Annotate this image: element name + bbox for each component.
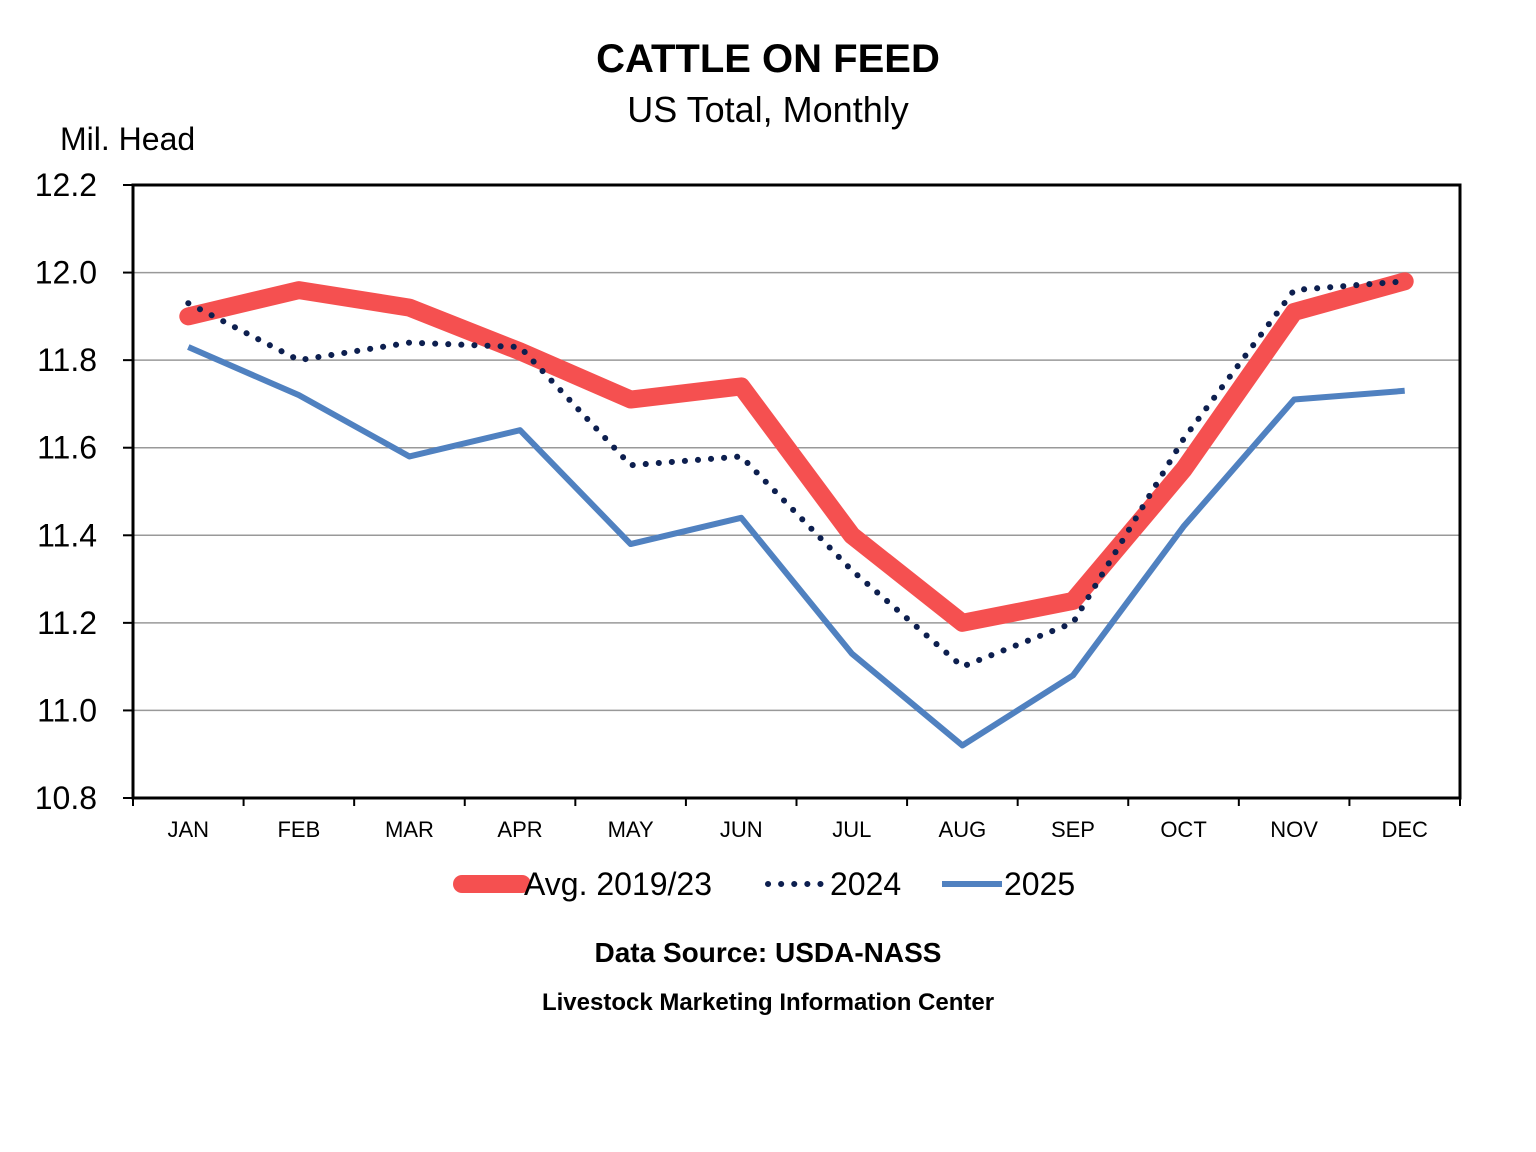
x-tick-label: JAN: [168, 817, 210, 842]
y-ticks: 10.8 11.0 11.2 11.4 11.6 11.8 12.0 12.2: [35, 167, 133, 816]
series-line-avg-2019-23: [179, 272, 1414, 632]
x-ticks: JAN FEB MAR APR MAY JUN JUL AUG SEP OCT NOV DEC: [132, 798, 1461, 842]
y-tick-label: 12.2: [35, 167, 97, 203]
gridlines: [133, 271, 1460, 712]
series-lines: [179, 272, 1414, 749]
y-tick-label: 11.2: [37, 605, 97, 641]
y-axis-label: Mil. Head: [60, 121, 195, 157]
x-tick-label: MAY: [608, 817, 654, 842]
y-tick-label: 10.8: [35, 780, 97, 816]
chart-subtitle: US Total, Monthly: [627, 89, 908, 130]
y-tick-label: 11.4: [37, 517, 97, 553]
legend-label: 2024: [830, 866, 901, 902]
x-tick-label: JUL: [832, 817, 871, 842]
legend-label: Avg. 2019/23: [524, 866, 712, 902]
x-tick-label: SEP: [1051, 817, 1095, 842]
x-tick-label: DEC: [1381, 817, 1428, 842]
x-tick-label: AUG: [939, 817, 987, 842]
legend-label: 2025: [1004, 866, 1075, 902]
x-tick-label: NOV: [1270, 817, 1318, 842]
y-tick-label: 11.8: [37, 342, 97, 378]
x-tick-label: FEB: [277, 817, 320, 842]
credit: Livestock Marketing Information Center: [542, 989, 994, 1016]
y-tick-label: 11.6: [37, 430, 97, 466]
series-line-2025: [187, 344, 1405, 749]
x-tick-label: APR: [497, 817, 542, 842]
chart-title: CATTLE ON FEED: [596, 37, 940, 81]
x-tick-label: JUN: [720, 817, 763, 842]
x-tick-label: MAR: [385, 817, 434, 842]
y-tick-label: 11.0: [37, 692, 97, 728]
x-tick-label: OCT: [1160, 817, 1206, 842]
data-source: Data Source: USDA-NASS: [595, 937, 942, 968]
plot-frame: [131, 183, 1462, 800]
legend: Avg. 2019/23 2024 2025: [453, 866, 1075, 902]
y-tick-label: 12.0: [35, 255, 97, 291]
